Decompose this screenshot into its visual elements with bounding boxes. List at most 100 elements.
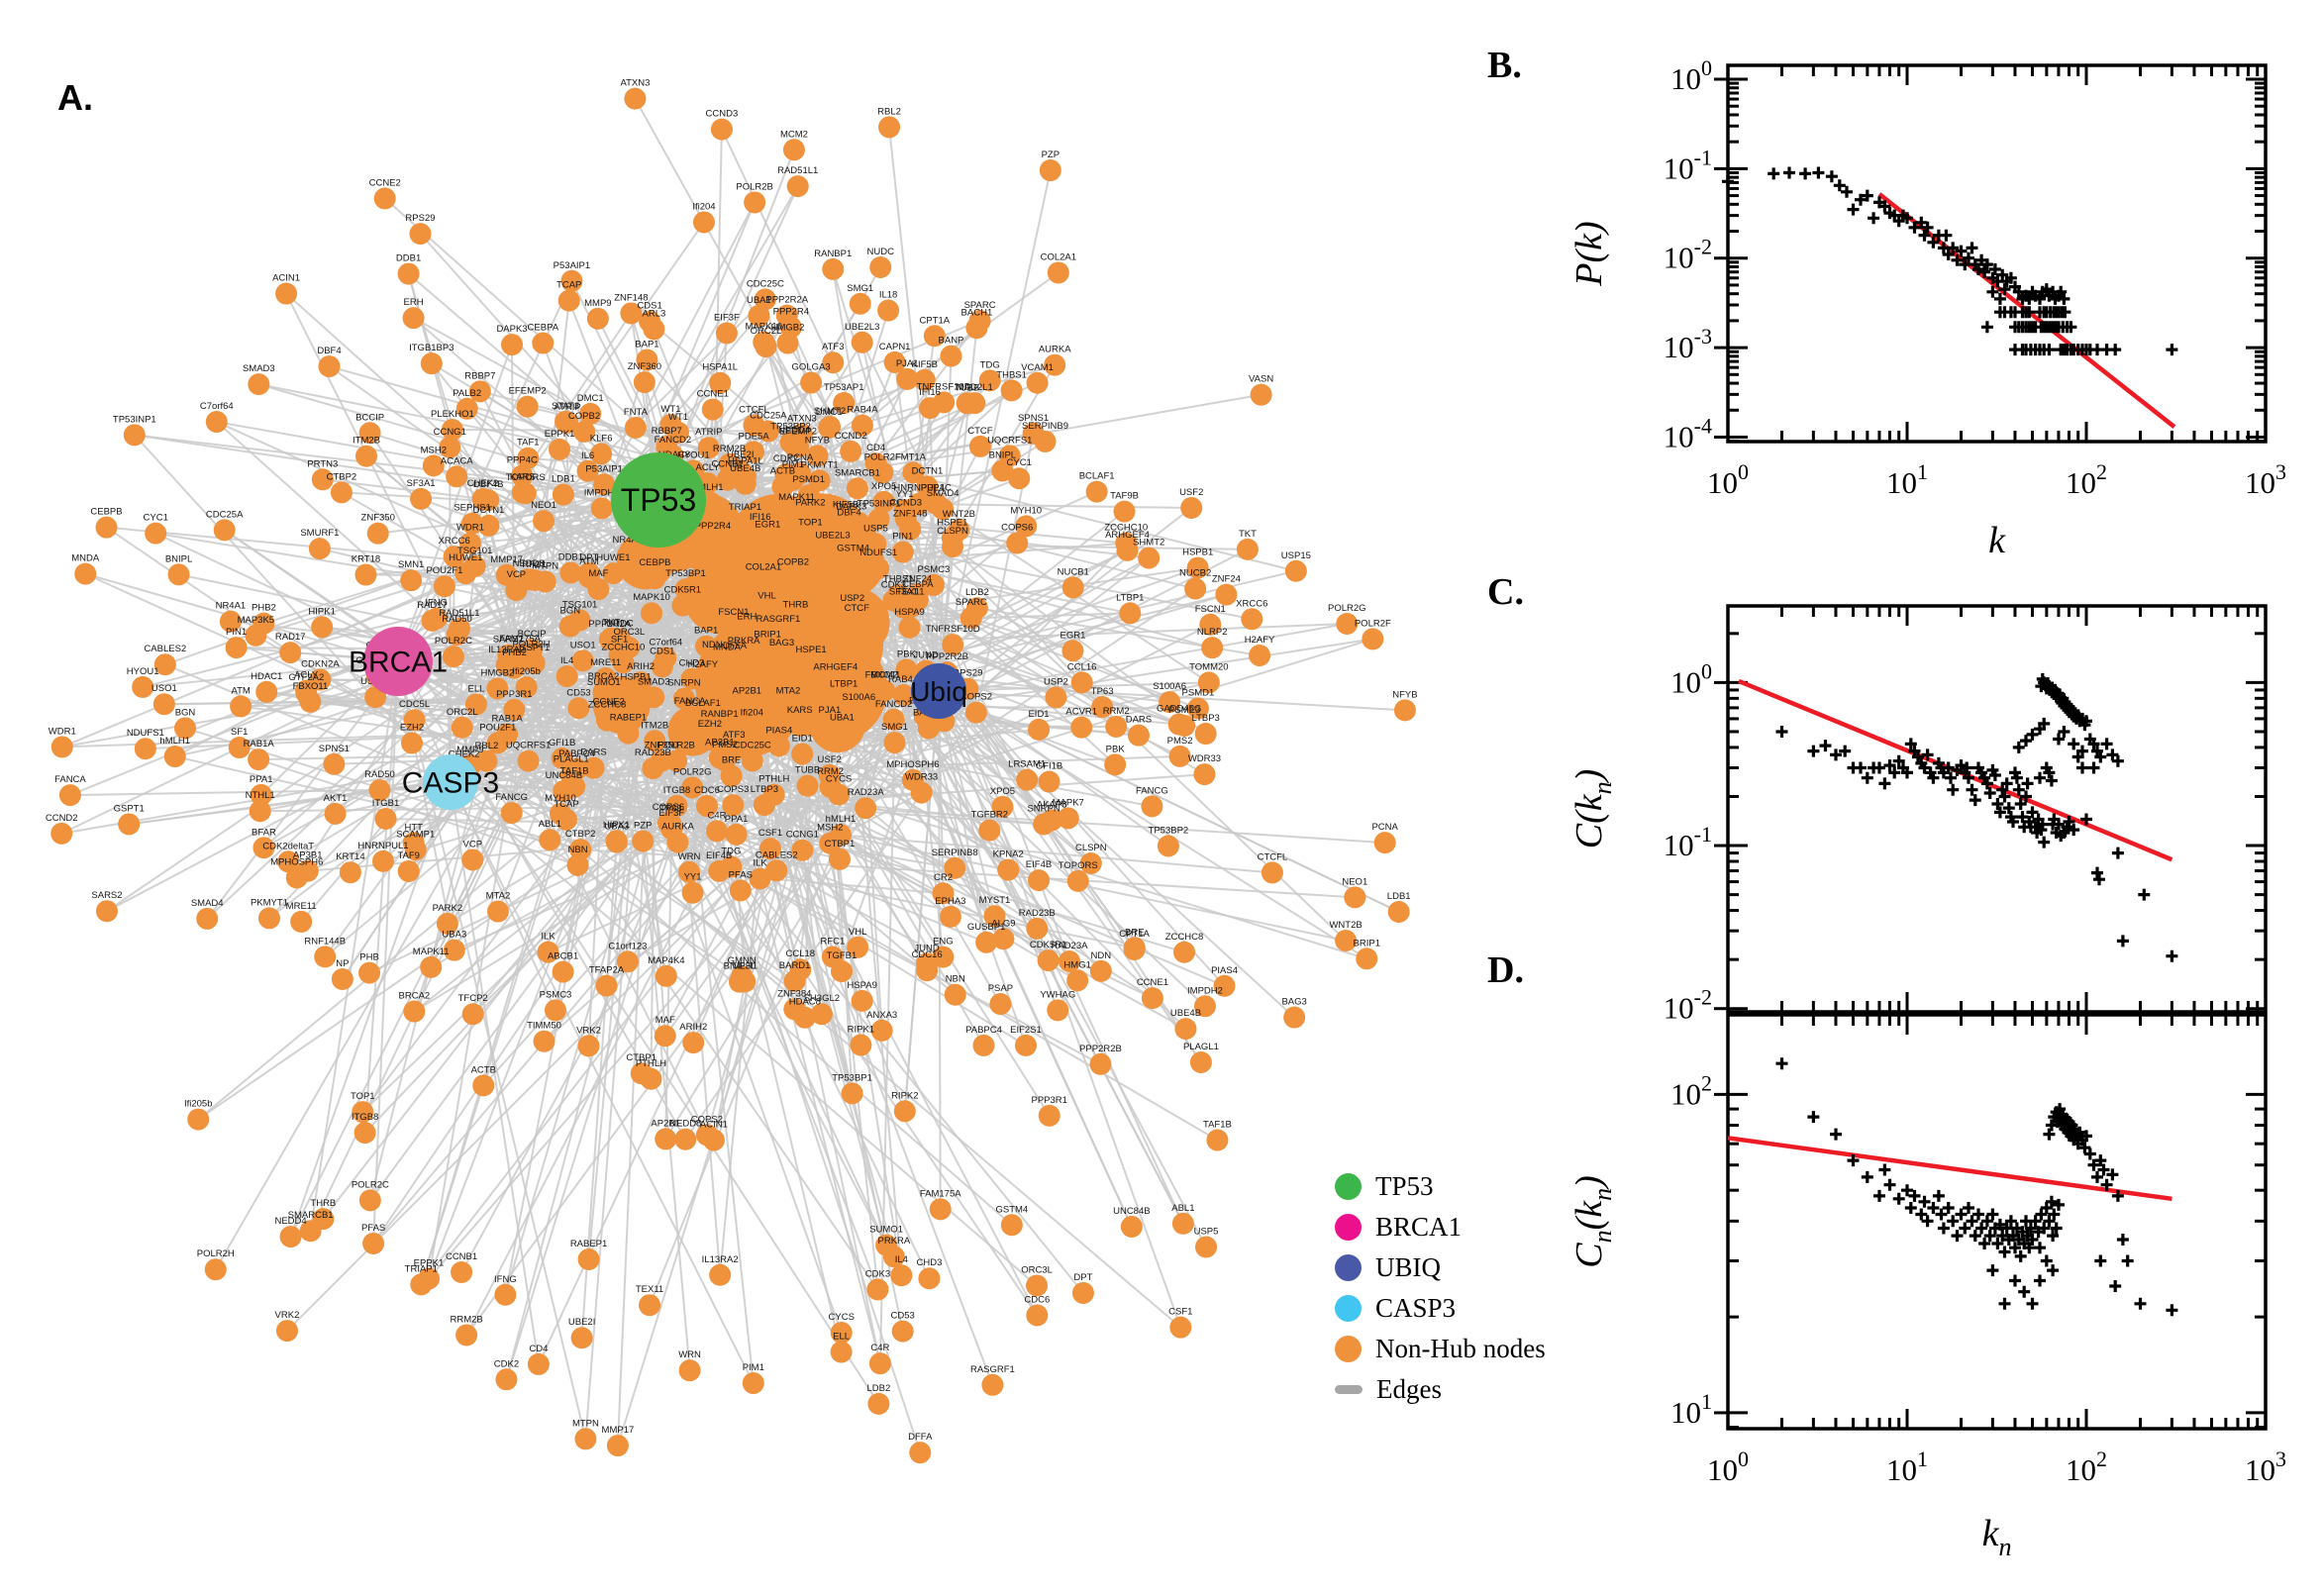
network-node-label: TGFBR2 <box>971 810 1008 821</box>
network-node <box>968 435 991 457</box>
network-node <box>830 1322 853 1345</box>
network-node-label: ACIN1 <box>272 273 300 284</box>
network-node <box>299 1220 322 1243</box>
network-node-label: CDK3 <box>865 1268 890 1279</box>
network-node-label: KPNA2 <box>993 849 1024 860</box>
network-node-label: BAG3 <box>1281 997 1306 1008</box>
network-node <box>374 808 397 831</box>
network-node-label: THRB <box>310 1198 336 1209</box>
network-node <box>593 473 616 496</box>
network-node-label: COL2A1 <box>1041 251 1076 262</box>
network-node <box>818 763 841 786</box>
network-node <box>1173 941 1196 963</box>
network-node-label: EIF4B <box>706 850 732 861</box>
network-node-label: KRT14 <box>336 851 364 862</box>
network-node-label: HSPB1 <box>1182 548 1213 558</box>
network-node-label: SF3A1 <box>407 478 436 489</box>
network-node <box>410 1273 433 1296</box>
network-node-label: EZH2 <box>400 723 424 734</box>
network-node <box>729 879 752 902</box>
network-node <box>552 960 574 983</box>
network-node <box>671 594 694 617</box>
network-node <box>606 1435 629 1457</box>
network-node <box>932 882 955 905</box>
network-node-label: CDC6 <box>1024 1295 1050 1306</box>
network-node-label: PABPC4 <box>965 1025 1002 1036</box>
network-node-label: TP53AP1 <box>824 382 864 393</box>
network-node <box>515 676 538 699</box>
network-node <box>983 905 1006 928</box>
network-node-label: RAD23B <box>1019 908 1056 919</box>
network-node-label: CCNE2 <box>369 177 401 188</box>
network-node-label: IL4 <box>560 655 573 666</box>
network-node-label: PSMD1 <box>1182 688 1215 699</box>
network-node-label: USP2 <box>840 593 864 604</box>
network-node-label: ABL1 <box>1171 1203 1194 1214</box>
network-node <box>828 848 851 870</box>
network-node-label: IL18 <box>879 290 898 301</box>
network-node <box>433 575 455 598</box>
network-node-label: RAD50 <box>364 769 395 780</box>
network-node-label: TCAP <box>554 799 578 810</box>
network-node <box>358 961 381 984</box>
network-node-label: XPO5 <box>990 786 1015 797</box>
network-node-label: MAP4K4 <box>648 955 685 966</box>
network-node-label: VRK2 <box>275 1310 300 1321</box>
network-node-label: TDG <box>721 846 741 856</box>
network-node <box>851 331 873 353</box>
network-node <box>464 693 487 716</box>
network-node-label: RBBP7 <box>464 370 495 381</box>
network-node-label: NEDD4 <box>778 425 810 436</box>
network-node-label: SMAD4 <box>927 488 960 499</box>
network-node <box>824 671 847 694</box>
network-node-label: ATF3 <box>723 730 746 741</box>
network-node-label: TAF1B <box>1203 1120 1232 1131</box>
network-node <box>475 749 498 772</box>
network-node <box>978 819 1001 842</box>
network-node-label: CLSPN <box>937 526 968 537</box>
network-node-label: RRM2 <box>1103 706 1130 717</box>
network-node <box>1336 613 1359 636</box>
network-node-label: RRM2B <box>450 1314 482 1325</box>
network-node-label: DFFA <box>723 641 748 651</box>
network-node-label: PZP <box>634 821 652 832</box>
network-node <box>1047 261 1069 284</box>
network-node-label: RAD50 <box>442 614 472 625</box>
network-node-label: ACLY <box>294 670 319 681</box>
network-node-label: BRIP1 <box>1354 938 1380 948</box>
network-node <box>830 1341 853 1363</box>
network-node <box>534 570 556 593</box>
network-node-label: TEX11 <box>636 1284 663 1295</box>
axis-title: P(k) <box>1568 221 1610 286</box>
network-node <box>833 392 856 415</box>
network-node-label: IL13RA2 <box>488 645 525 655</box>
network-node-label: UBA1 <box>747 295 771 306</box>
network-node-label: NEDD4 <box>274 1216 306 1227</box>
network-node <box>501 334 524 356</box>
network-node-label: TCAP <box>556 280 581 291</box>
network-node <box>697 437 720 459</box>
network-node <box>1070 671 1093 694</box>
network-node <box>866 1278 889 1301</box>
network-node-label: IFI16 <box>750 512 771 523</box>
network-node-label: RAD23A <box>1052 941 1089 951</box>
network-node <box>539 829 561 851</box>
network-node-label: PARK2 <box>795 498 825 509</box>
network-node <box>1261 861 1283 884</box>
network-node-label: PPP2R4 <box>695 521 731 532</box>
network-node-label: ITGB1 <box>372 798 399 809</box>
network-node-label: TFCP2 <box>458 993 488 1004</box>
network-node-label: XRCC6 <box>439 536 470 547</box>
network-node <box>918 1267 941 1290</box>
network-node-label: COPS2 <box>960 692 992 703</box>
network-node <box>1085 480 1108 503</box>
network-node <box>402 307 425 330</box>
network-node-label: POU2F1 <box>479 722 516 733</box>
network-node <box>681 776 704 799</box>
network-node-label: EIF3F <box>714 312 740 323</box>
network-node <box>553 779 575 802</box>
network-node-label: PFAS <box>361 1223 385 1234</box>
network-node <box>723 650 746 673</box>
network-node <box>571 649 594 672</box>
network-node <box>784 609 807 632</box>
